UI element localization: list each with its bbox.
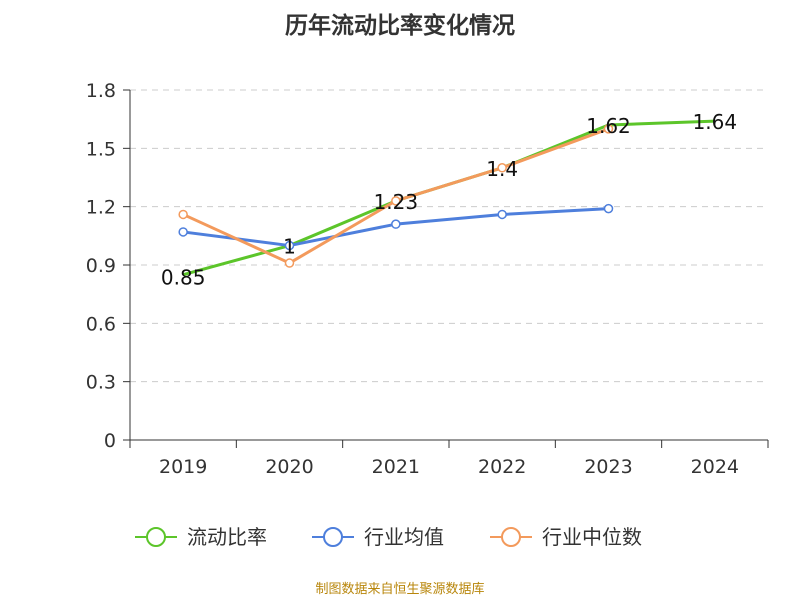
y-tick-label: 0.6 xyxy=(86,313,116,335)
axes: 0 0.3 0.6 0.9 1.2 1.5 1.8 2019 2020 2021 2022 2023 2… xyxy=(86,80,769,478)
data-label: 1 xyxy=(283,235,296,259)
data-point xyxy=(178,209,188,220)
data-point xyxy=(284,258,295,268)
chart-title: 历年流动比率变化情况 xyxy=(285,13,515,39)
y-tick-label: 0 xyxy=(104,430,116,452)
y-tick-label: 0.9 xyxy=(86,255,116,277)
data-point xyxy=(497,209,507,220)
legend-item: 行业均值 xyxy=(312,525,444,549)
source-note: 制图数据来自恒生聚源数据库 xyxy=(315,582,485,597)
y-tick-label: 1.2 xyxy=(86,197,116,219)
legend-marker xyxy=(323,527,343,547)
data-label: 1.62 xyxy=(586,114,631,138)
data-label: 0.85 xyxy=(161,266,206,290)
x-tick-label: 2023 xyxy=(584,456,632,478)
legend-label: 流动比率 xyxy=(187,525,267,549)
legend-item: 行业中位数 xyxy=(490,525,642,549)
grid-lines xyxy=(130,89,768,383)
data-label: 1.23 xyxy=(374,190,419,214)
data-point xyxy=(391,196,401,206)
legend-label: 行业中位数 xyxy=(542,525,642,549)
series-lines xyxy=(178,119,715,277)
x-tick-label: 2020 xyxy=(265,456,313,478)
legend-label: 行业均值 xyxy=(364,525,444,549)
data-label: 1.64 xyxy=(693,110,738,134)
legend-marker xyxy=(146,527,166,547)
x-tick-label: 2024 xyxy=(691,456,739,478)
data-point xyxy=(603,203,614,214)
x-tick-label: 2022 xyxy=(478,456,526,478)
x-tick-label: 2019 xyxy=(159,456,207,478)
data-point xyxy=(497,163,507,173)
legend-marker xyxy=(501,527,521,547)
y-tick-label: 0.3 xyxy=(86,372,116,394)
data-point xyxy=(391,219,401,229)
legend: 流动比率 行业均值 行业中位数 xyxy=(135,525,642,549)
y-tick-label: 1.5 xyxy=(86,138,116,160)
data-point xyxy=(603,124,614,134)
data-labels: 0.85 1 1.23 1.4 1.62 1.64 xyxy=(161,110,737,290)
y-tick-label: 1.8 xyxy=(86,80,116,102)
data-label: 1.4 xyxy=(486,157,518,181)
data-point xyxy=(178,227,188,237)
legend-item: 流动比率 xyxy=(135,525,267,549)
x-tick-label: 2021 xyxy=(372,456,420,478)
data-point xyxy=(284,240,295,251)
